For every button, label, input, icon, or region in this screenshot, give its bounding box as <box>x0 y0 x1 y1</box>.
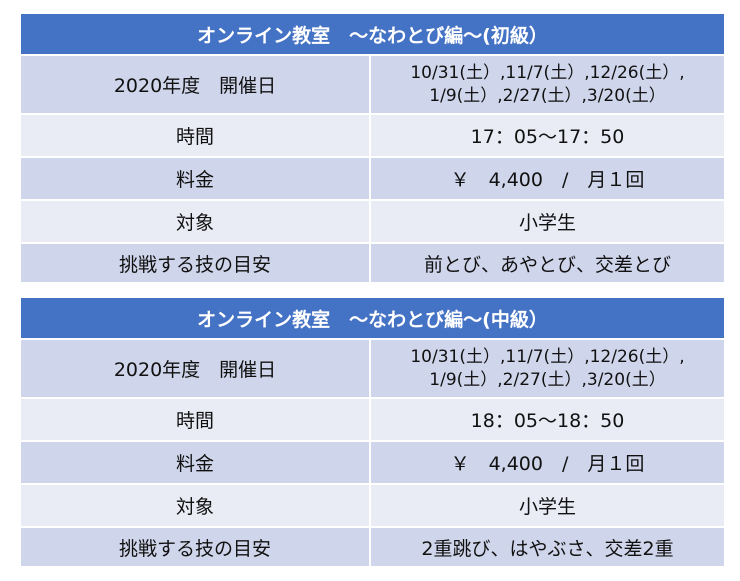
skills-label: 挑戦する技の目安 <box>21 244 371 284</box>
fee-row: 料金 ￥ 4,400 / 月１回 <box>21 158 724 201</box>
time-row: 時間 18：05～18：50 <box>21 399 724 442</box>
fee-value: ￥ 4,400 / 月１回 <box>371 442 724 485</box>
beginner-table-title: オンライン教室 ～なわとび編～(初級） <box>21 14 724 56</box>
skills-row: 挑戦する技の目安 2重跳び、はやぶさ、交差2重 <box>21 528 724 568</box>
skills-value: 2重跳び、はやぶさ、交差2重 <box>371 528 724 568</box>
intermediate-table-title: オンライン教室 ～なわとび編～(中級） <box>21 298 724 340</box>
target-row: 対象 小学生 <box>21 485 724 528</box>
time-label: 時間 <box>21 115 371 158</box>
target-label: 対象 <box>21 485 371 528</box>
dates-line-2: 1/9(土）,2/27(土）,3/20(土） <box>429 369 666 390</box>
target-label: 対象 <box>21 201 371 244</box>
table-header-row: オンライン教室 ～なわとび編～(初級） <box>21 14 724 56</box>
dates-line-1: 10/31(土）,11/7(土）,12/26(土）, <box>410 346 685 367</box>
fee-label: 料金 <box>21 158 371 201</box>
dates-label: 2020年度 開催日 <box>21 340 371 399</box>
dates-line-1: 10/31(土）,11/7(土）,12/26(土）, <box>410 62 685 83</box>
skills-label: 挑戦する技の目安 <box>21 528 371 568</box>
target-row: 対象 小学生 <box>21 201 724 244</box>
dates-value: 10/31(土）,11/7(土）,12/26(土）, 1/9(土）,2/27(土… <box>371 340 724 399</box>
dates-row: 2020年度 開催日 10/31(土）,11/7(土）,12/26(土）, 1/… <box>21 56 724 115</box>
dates-label: 2020年度 開催日 <box>21 56 371 115</box>
intermediate-schedule-table: オンライン教室 ～なわとび編～(中級） 2020年度 開催日 10/31(土）,… <box>21 298 724 568</box>
target-value: 小学生 <box>371 485 724 528</box>
dates-row: 2020年度 開催日 10/31(土）,11/7(土）,12/26(土）, 1/… <box>21 340 724 399</box>
target-value: 小学生 <box>371 201 724 244</box>
fee-label: 料金 <box>21 442 371 485</box>
time-value: 17：05～17：50 <box>371 115 724 158</box>
dates-value: 10/31(土）,11/7(土）,12/26(土）, 1/9(土）,2/27(土… <box>371 56 724 115</box>
beginner-schedule-table: オンライン教室 ～なわとび編～(初級） 2020年度 開催日 10/31(土）,… <box>21 14 724 284</box>
time-label: 時間 <box>21 399 371 442</box>
time-value: 18：05～18：50 <box>371 399 724 442</box>
time-row: 時間 17：05～17：50 <box>21 115 724 158</box>
skills-value: 前とび、あやとび、交差とび <box>371 244 724 284</box>
fee-value: ￥ 4,400 / 月１回 <box>371 158 724 201</box>
fee-row: 料金 ￥ 4,400 / 月１回 <box>21 442 724 485</box>
dates-line-2: 1/9(土）,2/27(土）,3/20(土） <box>429 85 666 106</box>
table-header-row: オンライン教室 ～なわとび編～(中級） <box>21 298 724 340</box>
skills-row: 挑戦する技の目安 前とび、あやとび、交差とび <box>21 244 724 284</box>
